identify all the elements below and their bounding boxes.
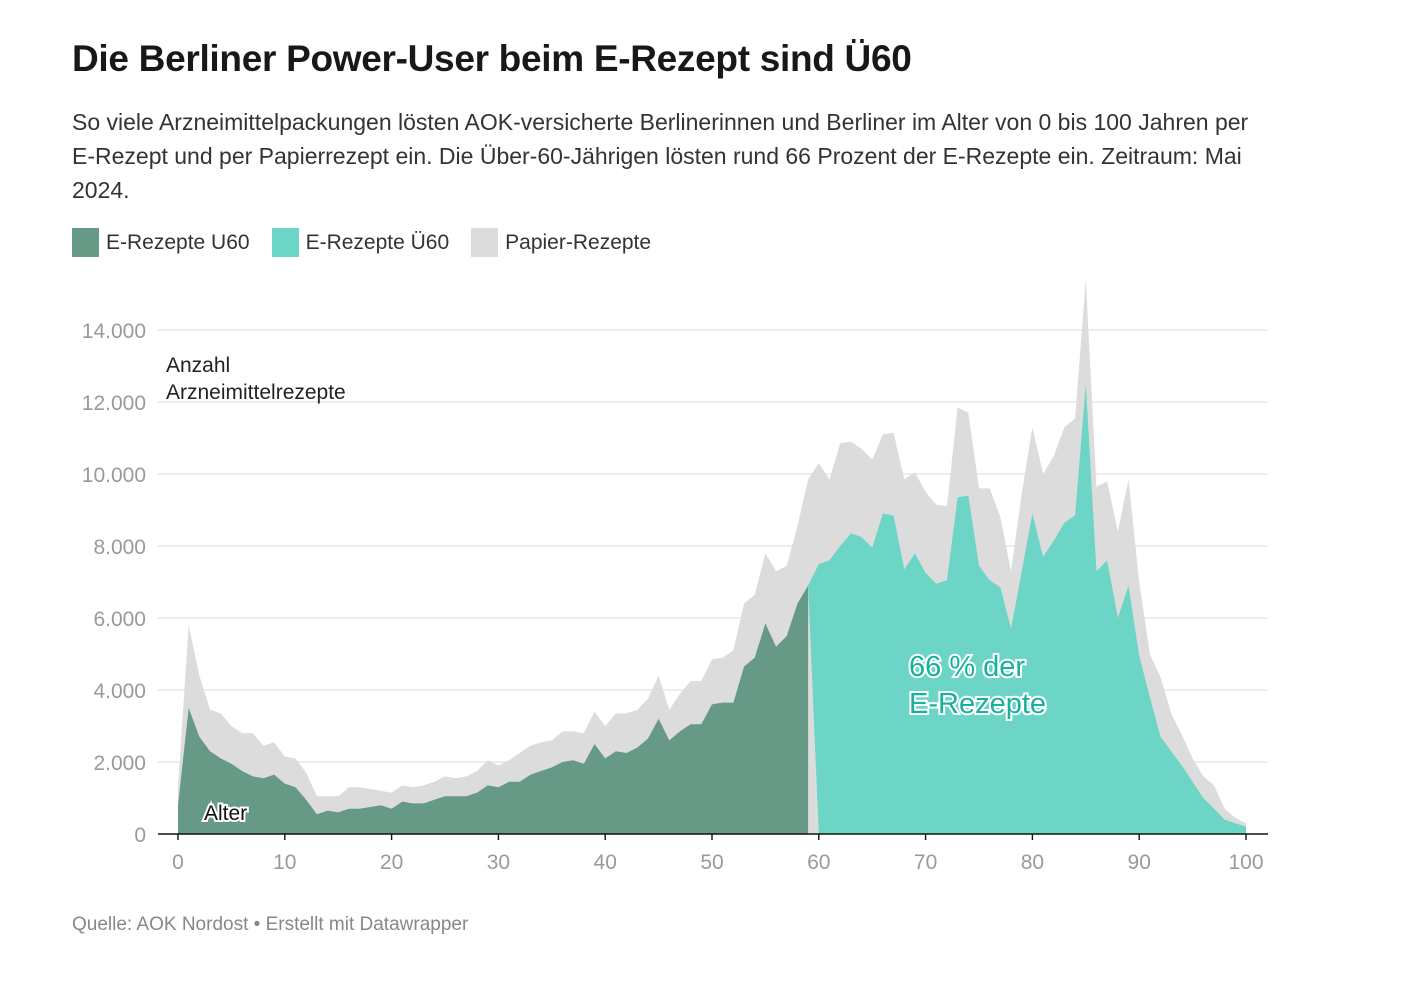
y-tick-label: 8.000: [93, 536, 146, 559]
chart-subtitle: So viele Arzneimittelpackungen lösten AO…: [72, 109, 1249, 203]
chart-title: Die Berliner Power-User beim E-Rezept si…: [72, 38, 912, 79]
y-tick-label: 0: [134, 824, 146, 847]
y-tick-label: 10.000: [82, 464, 146, 487]
x-tick-label: 10: [273, 851, 296, 874]
annotation-line-2: E-Rezepte: [909, 688, 1046, 720]
y-tick-labels: 0 2.000 4.000 6.000 8.000 10.000 12.000 14.000: [82, 320, 146, 847]
legend-swatch-u60: [72, 228, 99, 257]
y-tick-label: 12.000: [82, 392, 146, 415]
legend-item-ue60: E-Rezepte Ü60: [271, 228, 450, 257]
y-tick-label: 4.000: [93, 680, 146, 703]
x-tick-label: 0: [172, 851, 184, 874]
areas: [178, 279, 1246, 835]
area-e-rezepte-u60: [178, 585, 809, 834]
y-tick-label: 6.000: [93, 608, 146, 631]
legend: E-Rezepte U60 E-Rezepte Ü60 Papier-Rezep…: [72, 228, 673, 257]
x-tick-label: 60: [807, 851, 830, 874]
x-tick-label: 50: [700, 851, 723, 874]
annotation-line-1: 66 % der: [909, 651, 1025, 683]
x-tick-label: 40: [594, 851, 617, 874]
x-axis-label: Alter: [204, 802, 247, 825]
x-tick-label: 90: [1128, 851, 1151, 874]
source-footer: Quelle: AOK Nordost • Erstellt mit Dataw…: [72, 914, 469, 935]
y-axis-label-line-1: Anzahl: [166, 354, 230, 377]
legend-item-paper: Papier-Rezepte: [471, 228, 651, 257]
legend-swatch-ue60: [271, 228, 299, 257]
x-tick-labels: 0 10 20 30 40 50 60 70 80 90 100: [172, 851, 1263, 874]
x-tick-label: 70: [914, 851, 937, 874]
legend-label-paper: Papier-Rezepte: [505, 230, 652, 254]
legend-swatch-paper: [471, 228, 499, 257]
y-axis-label-line-2: Arzneimittelrezepte: [166, 381, 346, 404]
x-tick-label: 80: [1021, 851, 1044, 874]
legend-label-u60: E-Rezepte U60: [106, 230, 250, 254]
x-axis: [158, 833, 1268, 840]
y-tick-label: 2.000: [93, 752, 146, 775]
x-tick-label: 30: [487, 851, 510, 874]
x-tick-label: 20: [380, 851, 403, 874]
x-tick-label: 100: [1228, 851, 1263, 874]
legend-item-u60: E-Rezepte U60: [72, 228, 250, 257]
area-e-rezepte-ue60: [808, 384, 1246, 834]
y-tick-label: 14.000: [82, 320, 146, 343]
legend-label-ue60: E-Rezepte Ü60: [305, 230, 450, 254]
